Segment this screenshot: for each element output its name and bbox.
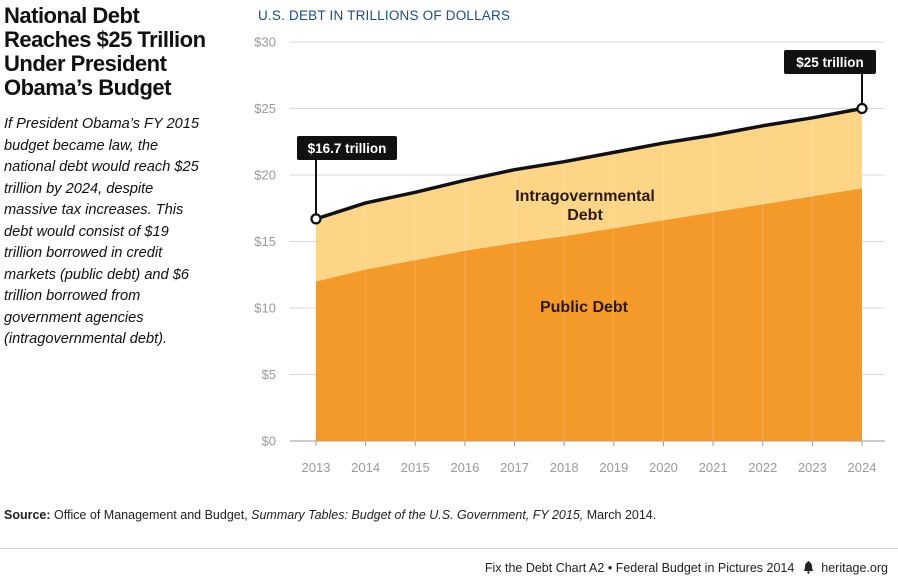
chart-subtitle: U.S. DEBT IN TRILLIONS OF DOLLARS xyxy=(258,8,511,23)
intragovernmental-debt-area xyxy=(316,108,862,282)
x-tick-label: 2018 xyxy=(550,460,579,475)
source-note: Source: Office of Management and Budget,… xyxy=(4,508,656,522)
source-title: Summary Tables: Budget of the U.S. Gover… xyxy=(251,508,584,522)
callout-end-box xyxy=(784,50,876,74)
description-line: trillion borrowed in credit xyxy=(4,245,163,261)
x-tick-label: 2013 xyxy=(302,460,331,475)
description-line: If President Obama’s FY 2015 xyxy=(4,116,199,132)
x-tick-label: 2015 xyxy=(401,460,430,475)
y-tick-label: $20 xyxy=(254,168,276,183)
callout-start-marker xyxy=(310,213,322,225)
description-line: budget became law, the xyxy=(4,137,159,154)
source-date: March 2014. xyxy=(583,508,657,522)
x-tick-label: 2016 xyxy=(450,460,479,475)
description-line: national debt would reach $25 xyxy=(4,159,199,175)
intragovernmental-debt-label: Intragovernmental Debt xyxy=(515,188,655,224)
footer-separator: • xyxy=(607,561,613,575)
callout-start-label: $16.7 trillion xyxy=(308,141,387,156)
liberty-bell-icon xyxy=(802,561,815,577)
y-tick-label: $0 xyxy=(262,434,276,449)
total-debt-line xyxy=(315,106,863,221)
debt-area-chart: $0 $5 $10 $15 $20 $25 $30 2013 2014 2015 2016 2017 2… xyxy=(254,35,885,475)
x-tick-label: 2023 xyxy=(798,460,827,475)
y-tick-label: $5 xyxy=(262,367,276,382)
title-line: Under President xyxy=(4,51,167,76)
description-line: debt would consist of $19 xyxy=(4,223,169,240)
callout-end-marker xyxy=(856,102,868,115)
description-line: (intragovernmental debt). xyxy=(4,331,168,347)
footer: Fix the Debt Chart A2 • Federal Budget i… xyxy=(485,561,888,577)
public-debt-area xyxy=(316,188,862,441)
x-tick-label: 2019 xyxy=(599,460,628,475)
chart-title: National Debt Reaches $25 Trillion Under… xyxy=(4,4,234,100)
x-tick-label: 2020 xyxy=(649,460,678,475)
public-debt-label: Public Debt xyxy=(540,299,629,316)
callout-end-label: $25 trillion xyxy=(796,55,864,70)
footer-site: heritage.org xyxy=(821,561,888,575)
x-tick-label: 2021 xyxy=(699,460,728,475)
title-line: Reaches $25 Trillion xyxy=(4,27,206,52)
y-tick-label: $15 xyxy=(254,234,276,249)
chart-description: If President Obama’s FY 2015 budget beca… xyxy=(4,114,234,351)
description-line: trillion by 2024, despite xyxy=(4,180,154,197)
callout-start-box xyxy=(297,136,397,160)
x-tick-label: 2022 xyxy=(748,460,777,475)
y-tick-label: $25 xyxy=(254,101,276,116)
title-line: National Debt xyxy=(4,3,140,28)
x-tick-label: 2014 xyxy=(351,460,380,475)
y-tick-label: $10 xyxy=(254,301,276,316)
description-line: government agencies xyxy=(4,309,144,326)
footer-divider xyxy=(0,548,898,549)
source-label: Source: xyxy=(4,508,51,522)
footer-chart-id: Fix the Debt Chart A2 xyxy=(484,561,605,575)
description-line: trillion borrowed from xyxy=(4,288,141,304)
description-line: massive tax increases. This xyxy=(4,202,184,218)
footer-publication: Federal Budget in Pictures 2014 xyxy=(615,561,795,575)
y-tick-label: $30 xyxy=(254,35,276,50)
x-tick-label: 2017 xyxy=(500,460,529,475)
source-text: Office of Management and Budget, xyxy=(50,508,252,522)
x-tick-label: 2024 xyxy=(848,460,877,475)
description-line: markets (public debt) and $6 xyxy=(4,266,189,283)
title-line: Obama’s Budget xyxy=(4,75,172,100)
